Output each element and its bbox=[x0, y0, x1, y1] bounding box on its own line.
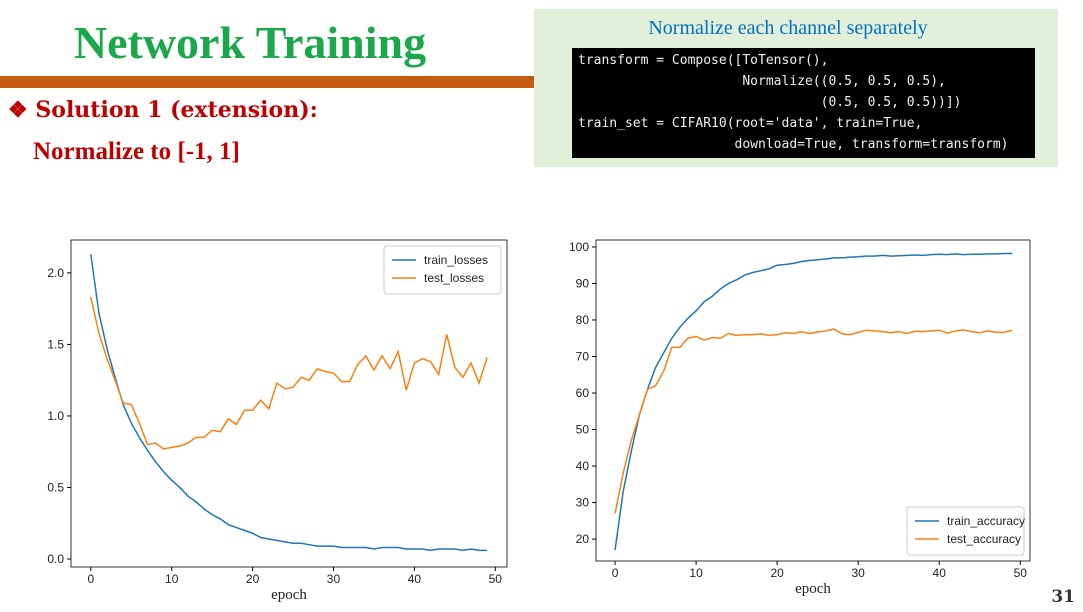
code-line: download=True, transform=transform) bbox=[578, 137, 1008, 152]
x-tick-label: 0 bbox=[612, 566, 619, 580]
title-bar bbox=[0, 76, 535, 88]
line-series bbox=[90, 297, 488, 450]
legend-label: train_accuracy bbox=[947, 514, 1025, 528]
code-block bbox=[572, 48, 1035, 158]
y-tick-label: 90 bbox=[576, 276, 590, 290]
x-tick-label: 20 bbox=[770, 566, 784, 580]
line-series bbox=[90, 254, 488, 552]
x-tick-label: 10 bbox=[165, 572, 179, 586]
x-tick-label: 20 bbox=[246, 572, 260, 586]
code-line: Normalize((0.5, 0.5, 0.5), bbox=[578, 74, 946, 89]
slide-title: Network Training bbox=[74, 17, 426, 68]
y-tick-label: 30 bbox=[576, 496, 590, 510]
x-tick-label: 30 bbox=[852, 566, 866, 580]
y-tick-label: 60 bbox=[576, 386, 590, 400]
x-axis-label: epoch bbox=[795, 581, 831, 597]
y-tick-label: 1.5 bbox=[47, 337, 64, 351]
y-tick-label: 1.0 bbox=[47, 409, 64, 423]
plot-frame bbox=[70, 239, 508, 568]
sub-text: Normalize to [-1, 1] bbox=[33, 138, 240, 165]
page-number: 31 bbox=[1051, 587, 1075, 607]
bullet-text: ❖ Solution 1 (extension): bbox=[8, 97, 318, 123]
y-tick-label: 50 bbox=[576, 423, 590, 437]
x-tick-label: 50 bbox=[489, 572, 503, 586]
code-line: (0.5, 0.5, 0.5))]) bbox=[578, 95, 962, 110]
line-series bbox=[614, 252, 1013, 551]
y-tick-label: 20 bbox=[576, 532, 590, 546]
x-tick-label: 30 bbox=[327, 572, 341, 586]
legend-label: test_losses bbox=[424, 271, 484, 285]
x-tick-label: 50 bbox=[1014, 566, 1028, 580]
code-line: transform = Compose([ToTensor(), bbox=[578, 53, 828, 68]
legend-label: train_losses bbox=[424, 253, 488, 267]
y-tick-label: 70 bbox=[576, 349, 590, 363]
plot-frame bbox=[595, 239, 1031, 562]
legend-label: test_accuracy bbox=[947, 532, 1021, 546]
code-line: train_set = CIFAR10(root='data', train=T… bbox=[578, 116, 922, 131]
x-tick-label: 0 bbox=[87, 572, 94, 586]
y-tick-label: 100 bbox=[569, 240, 589, 254]
x-tick-label: 40 bbox=[933, 566, 947, 580]
y-tick-label: 40 bbox=[576, 459, 590, 473]
line-series bbox=[614, 328, 1013, 514]
legend-box bbox=[906, 506, 1025, 556]
x-axis-label: epoch bbox=[271, 587, 307, 603]
legend-box bbox=[383, 245, 502, 295]
x-tick-label: 10 bbox=[689, 566, 703, 580]
x-tick-label: 40 bbox=[408, 572, 422, 586]
code-caption: Normalize each channel separately bbox=[648, 17, 927, 39]
y-tick-label: 0.5 bbox=[47, 480, 64, 494]
y-tick-label: 80 bbox=[576, 313, 590, 327]
y-tick-label: 0.0 bbox=[47, 552, 64, 566]
y-tick-label: 2.0 bbox=[47, 266, 64, 280]
